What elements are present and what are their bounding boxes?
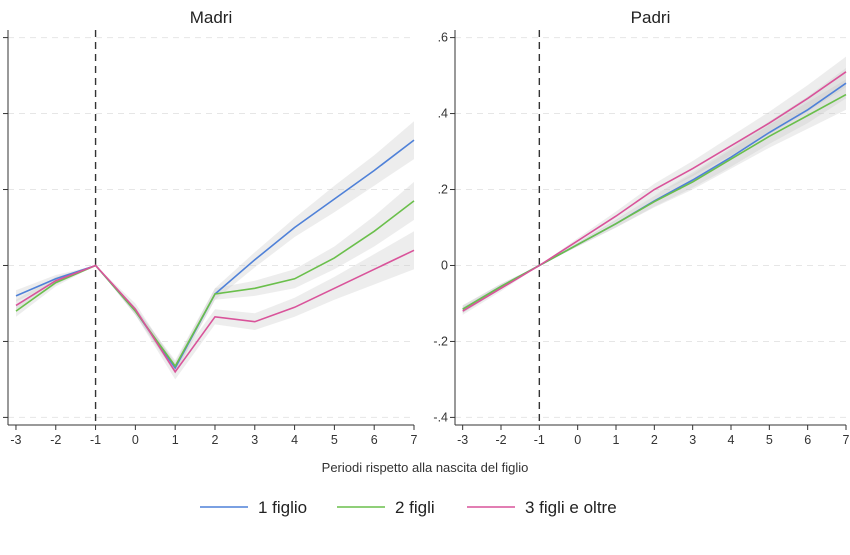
x-tick-label: 5 [331,433,338,447]
legend-label: 3 figli e oltre [525,498,617,517]
x-tick-label: -3 [457,433,468,447]
x-tick-label: 6 [804,433,811,447]
x-tick-label: 4 [291,433,298,447]
x-tick-label: 0 [574,433,581,447]
x-tick-label: 3 [251,433,258,447]
series-line-3-figli-e-oltre [15,249,415,374]
x-axis-label: Periodi rispetto alla nascita del figlio [322,460,529,475]
x-tick-label: 1 [172,433,179,447]
y-tick-label: .4 [438,107,448,121]
x-tick-label: 7 [411,433,418,447]
panel-title-madri: Madri [190,8,233,27]
series-line-3-figli-e-oltre [462,71,847,312]
confidence-band [462,56,846,315]
x-tick-label: 5 [766,433,773,447]
panel-padri: -.4 -.2 0 .2 .4 .6 -3 -2 -1 0 1 2 3 4 5 6 7 [433,30,850,447]
x-tick-label: -1 [90,433,101,447]
x-tick-label: -2 [495,433,506,447]
legend-label: 2 figli [395,498,435,517]
y-tick-label: 0 [441,258,448,272]
y-tick-label: -.2 [433,334,448,348]
x-tick-label: 7 [843,433,850,447]
y-tick-label: .2 [438,183,448,197]
panel-title-padri: Padri [631,8,671,27]
y-tick-label: .6 [438,31,448,45]
x-tick-label: -2 [50,433,61,447]
y-tick-label: -.4 [433,410,448,424]
x-tick-label: 2 [651,433,658,447]
x-tick-label: -1 [534,433,545,447]
legend-label: 1 figlio [258,498,307,517]
x-tick-label: -3 [10,433,21,447]
x-tick-label: 2 [212,433,219,447]
x-tick-label: 4 [728,433,735,447]
legend: 1 figlio 2 figli 3 figli e oltre [200,498,617,517]
x-tick-label: 6 [371,433,378,447]
x-tick-label: 1 [613,433,620,447]
panel-madri: -3 -2 -1 0 1 2 3 4 5 6 7 [3,30,418,447]
x-tick-label: 0 [132,433,139,447]
x-tick-label: 3 [689,433,696,447]
